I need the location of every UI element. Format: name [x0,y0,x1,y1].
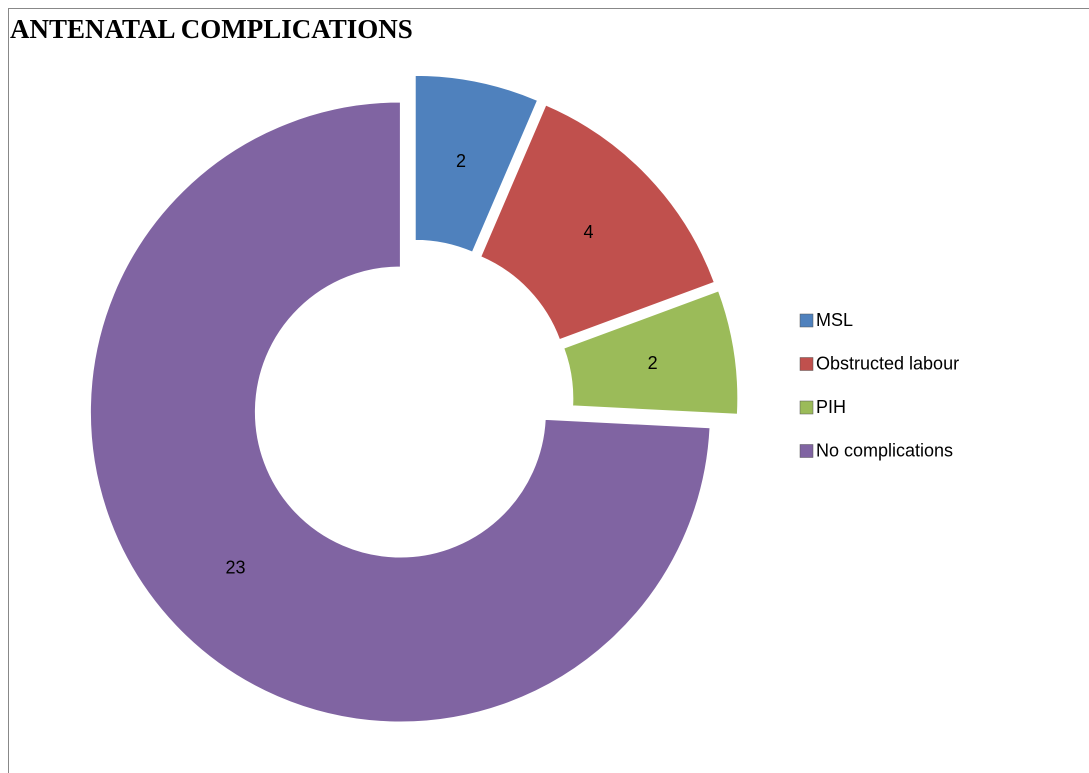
legend-label: Obstructed labour [816,353,959,373]
data-label: 23 [225,558,245,578]
data-label: 4 [583,222,593,242]
legend-label: MSL [816,310,853,330]
legend-label: No complications [816,440,953,460]
legend-swatch [799,313,814,328]
legend-label: PIH [816,397,846,417]
donut-slice [480,104,715,341]
chart-title: ANTENATAL COMPLICATIONS [10,14,413,44]
legend-swatch [799,400,814,415]
legend-swatch [799,357,814,371]
donut-slice [563,290,739,415]
donut-slice [89,101,711,723]
legend-swatch [799,444,814,458]
donut-slice [414,74,539,253]
data-label: 2 [648,353,658,373]
data-label: 2 [456,151,466,171]
